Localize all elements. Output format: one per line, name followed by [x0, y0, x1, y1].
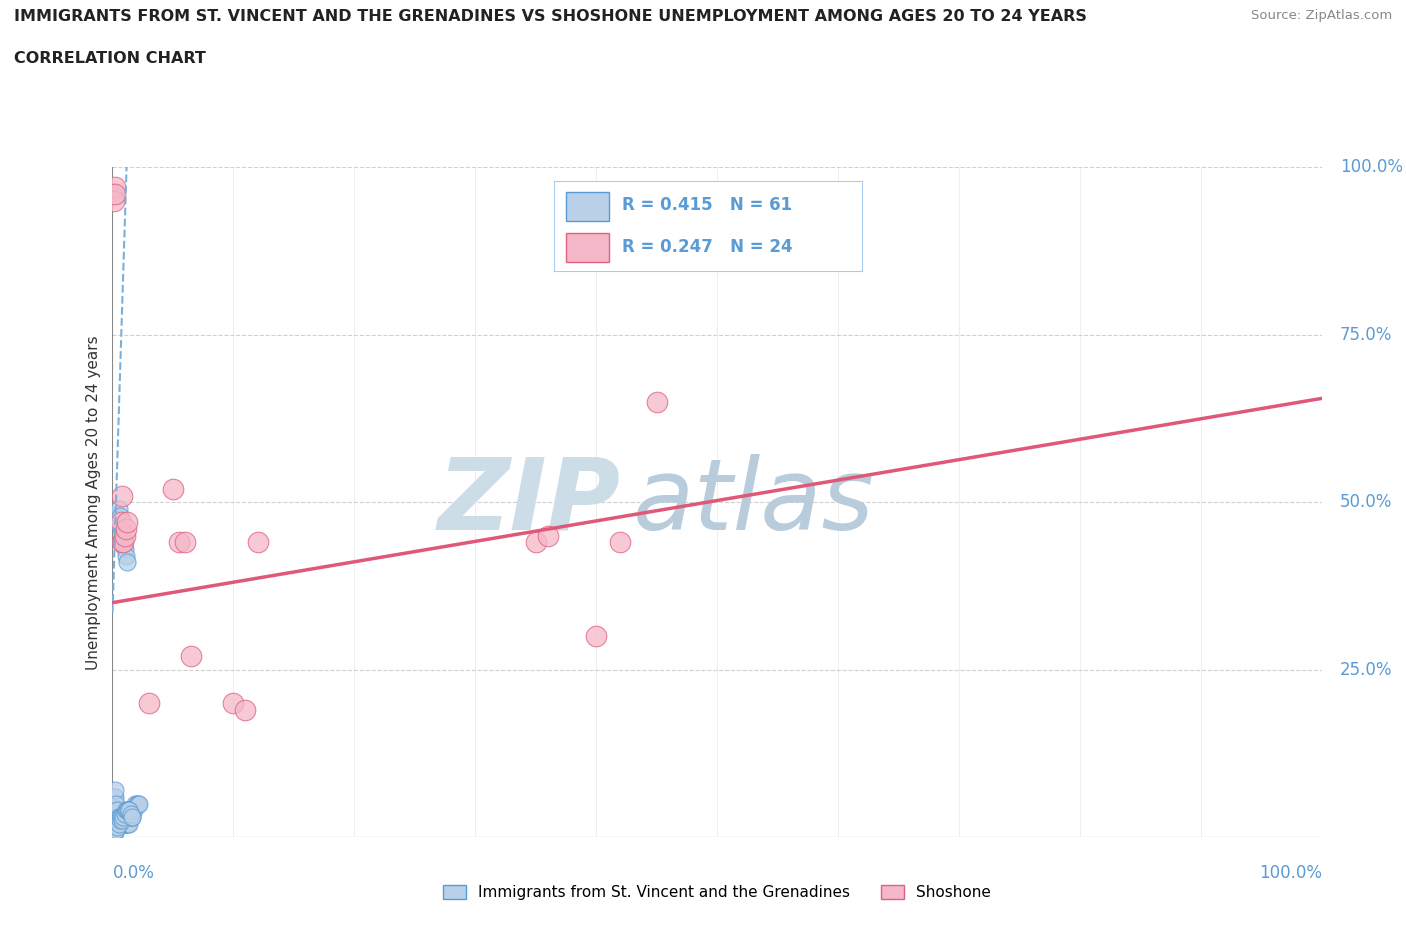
Point: [162, 482, 184, 497]
Point: [246, 535, 269, 550]
Text: atlas: atlas: [633, 454, 875, 551]
Point: [110, 522, 132, 537]
Point: [114, 528, 136, 543]
Point: [524, 535, 547, 550]
Point: [125, 796, 148, 811]
Text: CORRELATION CHART: CORRELATION CHART: [14, 51, 205, 66]
Point: [112, 817, 135, 831]
Point: [117, 803, 139, 817]
Text: IMMIGRANTS FROM ST. VINCENT AND THE GRENADINES VS SHOSHONE UNEMPLOYMENT AMONG AG: IMMIGRANTS FROM ST. VINCENT AND THE GREN…: [14, 9, 1087, 24]
Point: [103, 187, 125, 202]
Point: [104, 187, 127, 202]
Point: [107, 817, 129, 831]
Point: [222, 696, 245, 711]
Point: [105, 823, 128, 838]
Point: [111, 817, 134, 831]
Point: [122, 803, 145, 817]
Point: [110, 809, 132, 824]
Point: [114, 803, 136, 817]
Point: [110, 817, 132, 831]
Point: [235, 702, 257, 717]
Point: [103, 193, 125, 208]
Point: [115, 809, 138, 824]
Point: [107, 817, 129, 831]
Point: [609, 535, 631, 550]
Point: [114, 817, 136, 831]
Point: [127, 796, 149, 811]
Point: [107, 809, 129, 824]
Point: [103, 826, 125, 841]
Text: 100.0%: 100.0%: [1340, 158, 1403, 177]
Point: [103, 796, 125, 811]
Point: [105, 515, 128, 530]
Point: [645, 394, 668, 409]
Point: [120, 809, 142, 824]
Point: [585, 629, 607, 644]
Point: [110, 515, 132, 530]
Point: [105, 803, 128, 817]
Point: [112, 809, 135, 824]
Point: [105, 809, 128, 824]
Point: [108, 813, 131, 828]
Point: [104, 783, 127, 798]
Point: [105, 796, 128, 811]
Point: [114, 809, 136, 824]
Point: [111, 528, 134, 543]
Point: [118, 817, 141, 831]
Text: 25.0%: 25.0%: [1340, 660, 1392, 679]
Point: [121, 809, 143, 824]
Point: [114, 809, 136, 824]
Point: [110, 809, 132, 824]
Point: [114, 541, 136, 556]
Point: [114, 817, 136, 831]
Point: [114, 806, 136, 821]
Text: 100.0%: 100.0%: [1258, 864, 1322, 882]
Point: [107, 501, 129, 516]
Point: [114, 549, 136, 564]
Point: [108, 809, 131, 824]
Point: [111, 488, 134, 503]
Point: [104, 824, 127, 839]
Text: Source: ZipAtlas.com: Source: ZipAtlas.com: [1251, 9, 1392, 22]
Point: [120, 803, 142, 817]
Legend: Immigrants from St. Vincent and the Grenadines, Shoshone: Immigrants from St. Vincent and the Gren…: [437, 879, 997, 907]
Point: [118, 803, 141, 817]
Point: [111, 535, 134, 550]
Point: [115, 555, 138, 570]
Point: [104, 790, 127, 804]
Point: [112, 809, 135, 824]
Point: [111, 813, 134, 828]
Point: [180, 649, 202, 664]
Point: [121, 809, 143, 824]
Point: [167, 535, 190, 550]
Y-axis label: Unemployment Among Ages 20 to 24 years: Unemployment Among Ages 20 to 24 years: [86, 335, 101, 670]
Point: [124, 796, 146, 811]
Point: [104, 180, 127, 195]
Point: [174, 535, 197, 550]
Point: [114, 522, 136, 537]
Text: 75.0%: 75.0%: [1340, 326, 1392, 344]
Point: [111, 809, 134, 824]
Text: ZIP: ZIP: [437, 454, 620, 551]
Point: [108, 817, 131, 831]
Point: [105, 508, 128, 523]
Point: [115, 803, 138, 817]
Point: [105, 803, 128, 817]
Text: 0.0%: 0.0%: [112, 864, 155, 882]
Point: [115, 817, 138, 831]
Point: [112, 535, 135, 550]
Text: 50.0%: 50.0%: [1340, 493, 1392, 512]
Point: [112, 535, 135, 550]
Point: [122, 803, 145, 817]
Point: [108, 508, 131, 523]
Point: [115, 515, 138, 530]
Point: [128, 796, 150, 811]
Point: [105, 819, 128, 834]
Point: [117, 817, 139, 831]
Point: [537, 528, 560, 543]
Point: [103, 790, 125, 804]
Point: [138, 696, 160, 711]
Point: [120, 806, 142, 821]
